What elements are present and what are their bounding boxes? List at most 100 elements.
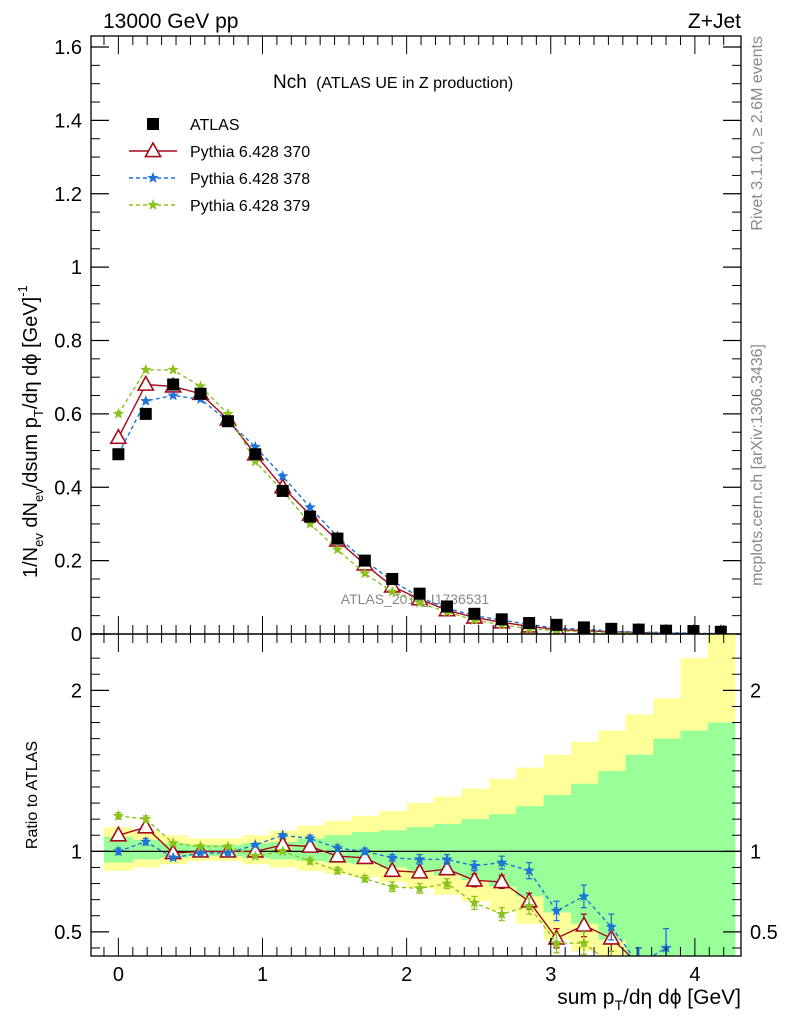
ratio-y-axis-label: Ratio to ATLAS [24, 741, 41, 849]
data-point [222, 407, 234, 419]
data-point [359, 567, 371, 579]
ratio-data-point [468, 896, 481, 908]
data-point [249, 448, 262, 461]
legend-marker [147, 118, 159, 130]
x-tick-label: 3 [545, 964, 556, 986]
legend-label: ATLAS [190, 117, 240, 134]
data-point [550, 618, 563, 631]
data-point [167, 389, 179, 401]
ratio-data-point [249, 850, 261, 861]
main-panel: ATLAS_2019_I1736531 00.20.40.60.811.21.4… [15, 35, 742, 646]
plot-title: Nch (ATLAS UE in Z production) [273, 72, 513, 93]
ratio-panel: 0.5 0.5 1 1 2 2 0 1 2 3 4 Ratio to ATLAS [24, 633, 778, 986]
data-point [112, 448, 125, 461]
data-point [109, 428, 128, 445]
ratio-data-point [112, 845, 125, 857]
ratio-data-point [413, 853, 426, 865]
y-tick-label: 0.2 [54, 551, 82, 573]
legend: ATLAS Pythia 6.428 370 Pythia 6.428 378 Pyt… [129, 117, 310, 215]
data-point [194, 380, 207, 392]
ratio-data-point [109, 825, 128, 842]
data-point [249, 440, 261, 452]
ratio-data-point [637, 954, 640, 956]
ratio-data-point [355, 848, 374, 865]
data-point [605, 622, 618, 634]
data-point [331, 532, 344, 545]
uncertainty-band-inner [104, 722, 736, 956]
ratio-data-point [492, 872, 511, 889]
ratio-y-tick-label: 1 [71, 841, 82, 863]
legend-marker [147, 172, 159, 183]
ratio-data-point [438, 859, 456, 876]
ratio-data-point [301, 836, 320, 853]
ratio-data-point [140, 835, 152, 847]
ratio-data-point [277, 845, 289, 857]
header-right: Z+Jet [688, 10, 741, 33]
data-point [304, 517, 316, 529]
ratio-data-point [359, 872, 371, 884]
y-tick-label: 1.2 [54, 184, 82, 206]
y-axis-label: 1/Nev dNev/dsum pT/dη dϕ [GeV]-1 [15, 285, 46, 578]
data-point [386, 572, 399, 585]
ratio-data-point [167, 837, 179, 849]
legend-label: Pythia 6.428 378 [190, 171, 310, 188]
ratio-data-point [578, 937, 590, 948]
data-point [112, 407, 125, 419]
ratio-data-point [441, 877, 453, 889]
x-tick-label: 4 [689, 964, 700, 986]
ratio-data-point [605, 921, 617, 932]
ratio-data-point [523, 900, 535, 911]
ratio-data-point [222, 840, 234, 852]
rivet-label: Rivet 3.1.10, ≥ 2.6M events [749, 36, 766, 231]
ratio-data-point [140, 813, 152, 824]
plot-title-sub: (ATLAS UE in Z production) [316, 75, 513, 92]
ratio-data-point [383, 861, 402, 878]
ratio-data-point [441, 853, 453, 865]
data-point [194, 387, 207, 400]
data-point [167, 378, 180, 391]
ratio-data-point [465, 870, 484, 887]
ratio-data-point [578, 890, 590, 902]
ratio-data-point [574, 915, 593, 932]
ratio-y-tick-label-right: 1 [750, 841, 761, 863]
ratio-data-point [194, 840, 207, 852]
ratio-y-tick-label-right: 2 [750, 680, 761, 702]
ratio-data-point [359, 845, 371, 857]
data-point [277, 470, 289, 482]
x-axis-label: sum pT/dη dϕ [GeV] [557, 986, 741, 1013]
x-tick-label: 0 [113, 964, 124, 986]
ratio-data-point [167, 851, 179, 863]
ratio-data-point [468, 859, 481, 871]
ratio-data-point [633, 958, 644, 969]
data-point [140, 395, 152, 406]
y-tick-label: 0.8 [54, 331, 82, 353]
ratio-data-point [410, 862, 429, 879]
ratio-data-point [386, 851, 398, 863]
ratio-data-point [277, 829, 289, 841]
data-point [304, 510, 317, 523]
data-point [687, 625, 700, 634]
y-tick-label: 0.4 [54, 477, 82, 499]
series-line [117, 394, 721, 634]
ratio-data-point [496, 856, 508, 868]
ratio-data-point [523, 864, 535, 876]
data-point [523, 616, 536, 629]
x-tick-label: 1 [257, 964, 268, 986]
y-tick-label: 0.6 [54, 404, 82, 426]
data-point [495, 613, 508, 626]
x-tick-label: 2 [401, 964, 412, 986]
ratio-y-tick-label: 2 [71, 680, 82, 702]
data-point [632, 623, 645, 634]
data-point [358, 554, 371, 567]
ratio-data-point [249, 838, 261, 850]
ratio-data-point [222, 847, 234, 858]
data-point [140, 363, 152, 375]
data-point [221, 415, 234, 428]
data-point [440, 600, 453, 613]
data-point [577, 621, 590, 634]
ratio-data-point [496, 908, 508, 919]
y-tick-label: 1.6 [54, 37, 82, 59]
legend-marker [144, 141, 162, 158]
data-point [249, 455, 261, 467]
